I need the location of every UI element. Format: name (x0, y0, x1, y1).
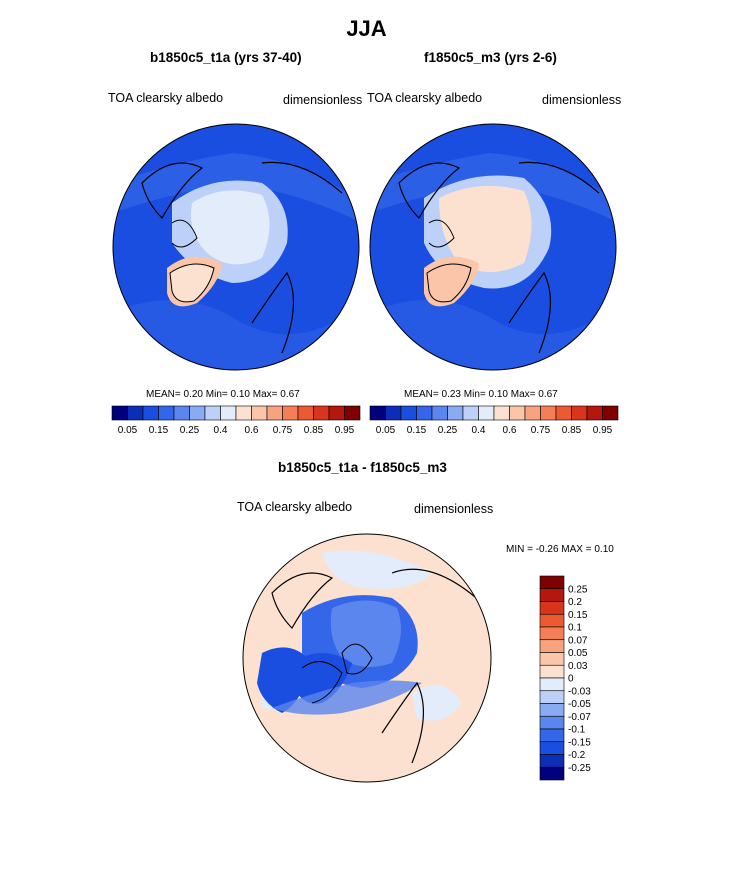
colorbar-swatch (189, 405, 206, 421)
colorbar-swatch (220, 405, 237, 421)
colorbar-swatch (328, 405, 345, 421)
colorbar-label: 0.07 (568, 635, 588, 646)
colorbar-label: 0.25 (438, 425, 458, 436)
colorbar-label: 0.85 (562, 425, 582, 436)
colorbar-swatch (313, 405, 330, 421)
colorbar-swatch (431, 405, 448, 421)
colorbar-swatch (539, 639, 565, 653)
panel2-stats: MEAN= 0.23 Min= 0.10 Max= 0.67 (404, 389, 558, 400)
panel1-title: b1850c5_t1a (yrs 37-40) (150, 50, 302, 65)
colorbar-swatch (173, 405, 190, 421)
colorbar-swatch (539, 703, 565, 717)
colorbar-label: 0.75 (531, 425, 551, 436)
colorbar-label: -0.15 (568, 737, 591, 748)
colorbar-swatch (385, 405, 402, 421)
colorbar-swatch (586, 405, 603, 421)
colorbar-swatch (369, 405, 386, 421)
colorbar-swatch (539, 664, 565, 679)
panel1-stats: MEAN= 0.20 Min= 0.10 Max= 0.67 (146, 389, 300, 400)
colorbar-label: 0.6 (503, 425, 517, 436)
colorbar-swatch (555, 405, 572, 421)
panel1-units: dimensionless (283, 93, 363, 107)
figure-title: JJA (346, 16, 387, 41)
map-difference (242, 533, 492, 783)
colorbar-swatch (539, 715, 565, 730)
colorbar-label: -0.05 (568, 699, 591, 710)
colorbar-label: -0.2 (568, 750, 586, 761)
colorbar-swatch (539, 754, 565, 768)
colorbar-label: 0.85 (304, 425, 324, 436)
colorbar-label: 0.15 (149, 425, 169, 436)
map-panel-2 (369, 123, 617, 371)
colorbar-swatch (539, 588, 565, 602)
colorbar-swatch (127, 405, 144, 421)
colorbar-difference: 0.25 0.2 0.15 0.10.07 0.05 0.03 0-0.03 -0.05 -0.… (539, 575, 591, 781)
colorbar-label: -0.07 (568, 712, 591, 723)
colorbar-swatch (539, 741, 565, 755)
colorbar-swatch (539, 575, 565, 590)
colorbar-label: 0.15 (568, 610, 588, 621)
colorbar-swatch (539, 690, 565, 704)
colorbar-swatch (462, 405, 479, 421)
colorbar-swatch (478, 405, 495, 421)
colorbar-swatch (266, 405, 283, 421)
colorbar-label: 0.2 (568, 597, 582, 608)
colorbar-swatch (539, 652, 565, 666)
diff-units: dimensionless (414, 502, 494, 516)
diff-variable: TOA clearsky albedo (237, 500, 353, 514)
colorbar-label: 0.05 (376, 425, 396, 436)
colorbar-label: 0.75 (273, 425, 293, 436)
colorbar-swatch (251, 405, 268, 421)
colorbar-label: -0.1 (568, 725, 586, 736)
colorbar-label: -0.25 (568, 763, 591, 774)
colorbar-label: 0.05 (118, 425, 138, 436)
colorbar-swatch (602, 405, 619, 421)
colorbar-swatch (297, 405, 314, 421)
colorbar-swatch (158, 405, 175, 421)
colorbar-swatch (539, 677, 565, 692)
colorbar-swatch (509, 405, 526, 421)
colorbar-swatch (493, 405, 510, 421)
colorbar-swatch (539, 613, 565, 628)
colorbar-swatch (142, 405, 159, 421)
panel2-variable: TOA clearsky albedo (367, 91, 483, 105)
colorbar-swatch (447, 405, 464, 421)
diff-title: b1850c5_t1a - f1850c5_m3 (278, 460, 447, 475)
colorbar-swatch (282, 405, 299, 421)
panel2-title: f1850c5_m3 (yrs 2-6) (424, 50, 557, 65)
colorbar-label: 0.95 (335, 425, 355, 436)
colorbar-swatch (540, 405, 557, 421)
colorbar-swatch (539, 601, 565, 615)
diff-minmax: MIN = -0.26 MAX = 0.10 (506, 544, 614, 555)
colorbar-label: 0.25 (568, 584, 588, 595)
colorbar-label: 0 (568, 674, 574, 685)
colorbar-swatch (539, 766, 565, 781)
panel2-units: dimensionless (542, 93, 622, 107)
colorbar-panel-1: 0.05 0.15 0.25 0.4 0.6 0.75 0.85 0.95 (111, 405, 361, 436)
colorbar-label: 0.25 (180, 425, 200, 436)
colorbar-swatch (539, 728, 565, 743)
colorbar-label: 0.4 (214, 425, 228, 436)
colorbar-label: 0.4 (472, 425, 486, 436)
colorbar-label: 0.05 (568, 648, 588, 659)
colorbar-swatch (111, 405, 128, 421)
colorbar-swatch (524, 405, 541, 421)
colorbar-swatch (235, 405, 252, 421)
colorbar-label: 0.95 (593, 425, 613, 436)
colorbar-swatch (400, 405, 417, 421)
colorbar-panel-2: 0.05 0.15 0.25 0.4 0.6 0.75 0.85 0.95 (369, 405, 619, 436)
colorbar-label: 0.6 (245, 425, 259, 436)
panel1-variable: TOA clearsky albedo (108, 91, 224, 105)
colorbar-label: -0.03 (568, 686, 591, 697)
colorbar-label: 0.03 (568, 661, 588, 672)
colorbar-swatch (571, 405, 588, 421)
colorbar-label: 0.15 (407, 425, 427, 436)
colorbar-swatch (204, 405, 221, 421)
colorbar-swatch (344, 405, 361, 421)
colorbar-swatch (539, 626, 565, 641)
map-panel-1 (112, 123, 360, 371)
colorbar-label: 0.1 (568, 623, 582, 634)
colorbar-swatch (416, 405, 433, 421)
